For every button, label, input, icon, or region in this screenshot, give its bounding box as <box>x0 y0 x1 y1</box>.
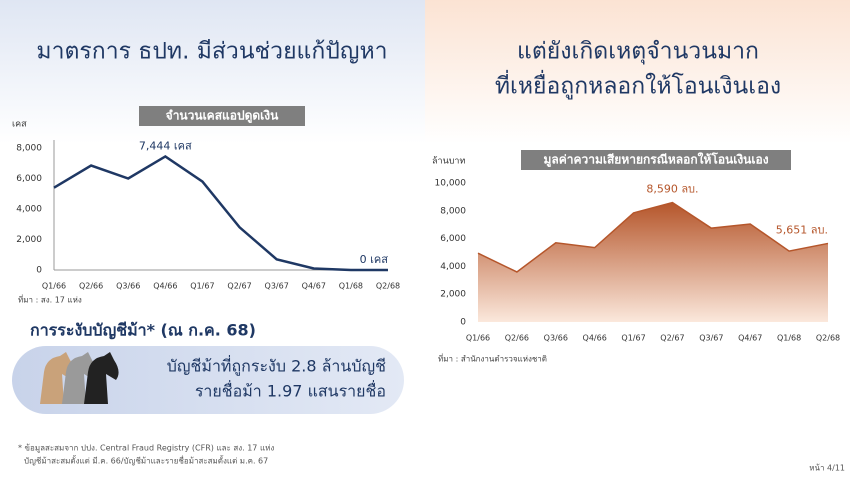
x-tick-label: Q2/66 <box>79 282 103 291</box>
data-label: 0 เคส <box>360 253 389 266</box>
data-line <box>53 154 388 272</box>
right-heading: แต่ยังเกิดเหตุจำนวนมาก <box>517 39 759 65</box>
box-line: รายชื่อม้า 1.97 แสนรายชื่อ <box>195 380 386 401</box>
x-tick-label: Q3/66 <box>116 282 140 291</box>
y-tick-label: 0 <box>460 318 466 328</box>
footnote: * ข้อมูลสะสมจาก ปปง. Central Fraud Regis… <box>18 444 274 454</box>
right-heading: ที่เหยื่อถูกหลอกให้โอนเงินเอง <box>495 70 781 100</box>
x-tick-label: Q1/67 <box>190 282 214 291</box>
y-tick-label: 4,000 <box>16 205 42 215</box>
x-tick-label: Q2/68 <box>376 282 400 291</box>
chart-title: มูลค่าความเสียหายกรณีหลอกให้โอนเงินเอง <box>543 152 768 168</box>
y-tick-label: 8,000 <box>440 206 466 216</box>
box-line: บัญชีม้าที่ถูกระงับ 2.8 ล้านบัญชี <box>167 355 386 377</box>
x-tick-label: Q4/66 <box>583 334 607 343</box>
x-tick-label: Q3/67 <box>265 282 289 291</box>
x-tick-label: Q2/66 <box>505 334 529 343</box>
horse-icons <box>40 352 119 404</box>
x-tick-label: Q3/66 <box>544 334 568 343</box>
x-tick-label: Q2/67 <box>227 282 251 291</box>
x-tick-label: Q4/67 <box>302 282 326 291</box>
x-tick-label: Q1/67 <box>621 334 645 343</box>
x-tick-label: Q1/68 <box>339 282 363 291</box>
chart-title-box <box>139 106 305 126</box>
y-tick-label: 2,000 <box>16 235 42 245</box>
y-axis-label: ล้านบาท <box>432 156 465 167</box>
y-tick-label: 6,000 <box>16 174 42 184</box>
x-tick-label: Q2/67 <box>660 334 684 343</box>
x-tick-label: Q3/67 <box>699 334 723 343</box>
chart-title-box <box>521 150 791 170</box>
x-tick-label: Q1/66 <box>42 282 66 291</box>
y-axis-label: เคส <box>12 120 27 130</box>
y-tick-label: 0 <box>36 266 42 276</box>
x-tick-label: Q4/67 <box>738 334 762 343</box>
footnote: บัญชีม้าสะสมตั้งแต่ มี.ค. 66/บัญชีม้าและ… <box>24 455 268 466</box>
box-title: การระงับบัญชีม้า* (ณ ก.ค. 68) <box>30 321 256 341</box>
data-label: 7,444 เคส <box>139 139 192 152</box>
x-tick-label: Q1/68 <box>777 334 801 343</box>
y-tick-label: 8,000 <box>16 144 42 154</box>
data-label: 5,651 ลบ. <box>776 223 828 236</box>
x-tick-label: Q1/66 <box>466 334 490 343</box>
y-tick-label: 10,000 <box>435 179 467 189</box>
data-area <box>478 202 828 322</box>
source: ที่มา : สง. 17 แห่ง <box>18 294 82 305</box>
source: ที่มา : สำนักงานตำรวจแห่งชาติ <box>438 353 547 364</box>
area-edge <box>477 201 829 273</box>
y-tick-label: 2,000 <box>440 290 466 300</box>
x-tick-label: Q2/68 <box>816 334 840 343</box>
x-tick-label: Q4/66 <box>153 282 177 291</box>
page-number: หน้า 4/11 <box>809 464 845 473</box>
left-heading: มาตรการ ธปท. มีส่วนช่วยแก้ปัญหา <box>36 39 387 65</box>
data-label: 8,590 ลบ. <box>646 183 698 196</box>
chart-title: จำนวนเคสแอปดูดเงิน <box>166 109 279 124</box>
y-tick-label: 6,000 <box>440 234 466 244</box>
y-tick-label: 4,000 <box>440 262 466 272</box>
